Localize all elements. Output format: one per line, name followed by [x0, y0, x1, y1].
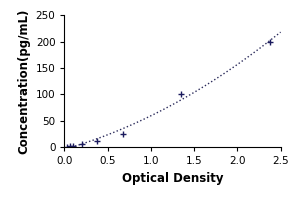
X-axis label: Optical Density: Optical Density: [122, 172, 223, 185]
Y-axis label: Concentration(pg/mL): Concentration(pg/mL): [17, 9, 30, 154]
